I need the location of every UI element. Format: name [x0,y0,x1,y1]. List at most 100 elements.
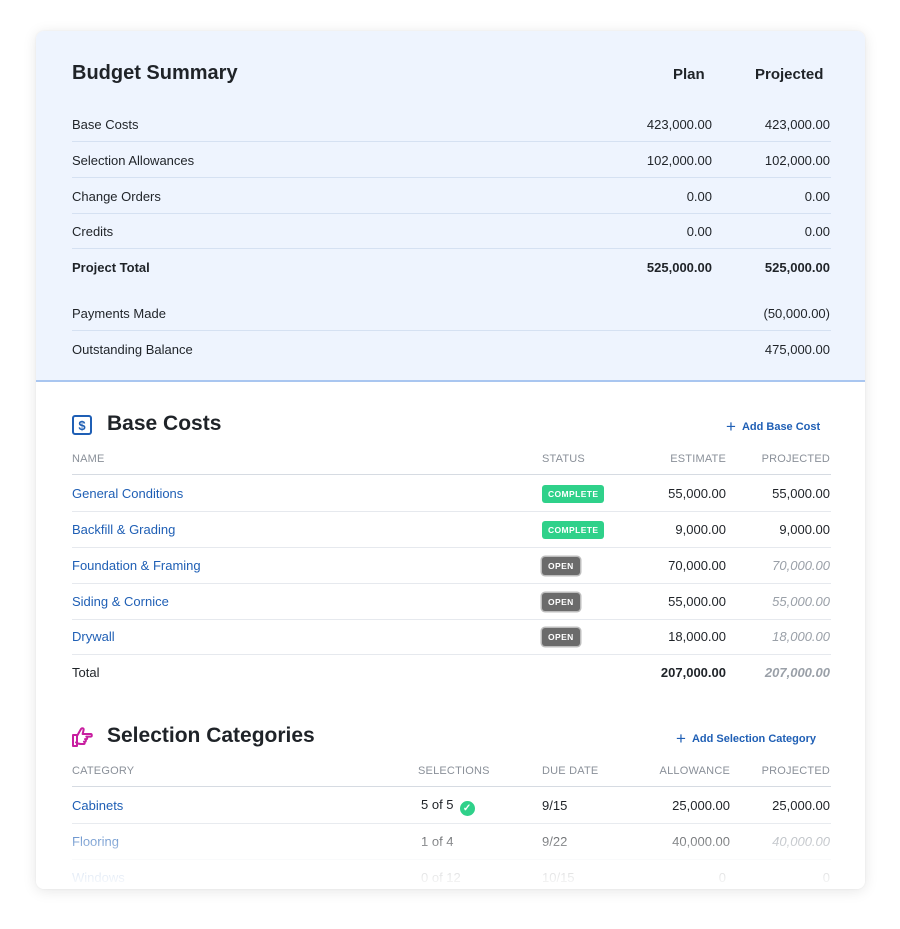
summary-row-plan: 0.00 [686,224,712,239]
summary-row-projected: 0.00 [804,189,830,204]
summary-row-payments-made: Payments Made (50,000.00) [72,295,831,331]
status-badge: OPEN [542,557,580,575]
selections-count: 1 of 4 [421,834,454,849]
summary-row-label: Change Orders [72,189,161,204]
estimate-value: 55,000.00 [668,486,726,501]
base-costs-table-header: NAME STATUS ESTIMATE PROJECTED [72,449,831,475]
add-base-cost-button[interactable]: + Add Base Cost [726,417,820,437]
projected-column-header: Projected [755,66,824,83]
selections-table-header: CATEGORY SELECTIONS DUE DATE ALLOWANCE P… [72,761,831,787]
summary-row-label: Base Costs [72,117,139,132]
projected-column-header: PROJECTED [761,453,830,465]
status-badge: COMPLETE [542,521,605,539]
add-base-cost-label: Add Base Cost [741,421,821,433]
allowance-value: 25,000.00 [672,798,730,813]
table-row: Drywall OPEN 18,000.00 18,000.00 [72,619,831,655]
summary-row-label: Selection Allowances [72,153,195,168]
category-name-link[interactable]: Windows [72,870,125,885]
projected-value: 0 [822,870,830,885]
selections-count: 0 of 12 [421,870,461,885]
table-row: Windows 0 of 12 10/15 0 0 [72,860,831,889]
due-date-value: 9/15 [542,798,568,813]
base-cost-name-link[interactable]: General Conditions [72,486,184,501]
base-cost-name-link[interactable]: Foundation & Framing [72,558,201,573]
estimate-value: 18,000.00 [668,629,726,644]
table-row: Foundation & Framing OPEN 70,000.00 70,0… [72,548,831,584]
svg-text:$: $ [78,418,86,433]
table-row: Flooring 1 of 4 9/22 40,000.00 40,000.00 [72,824,831,860]
status-badge: COMPLETE [542,485,605,503]
total-label: Total [72,665,100,680]
base-costs-total-row: Total 207,000.00 207,000.00 [72,655,831,691]
outstanding-balance-label: Outstanding Balance [72,342,193,357]
category-name-link[interactable]: Cabinets [72,798,124,813]
add-selection-category-button[interactable]: + Add Selection Category [676,729,816,749]
selections-count: 5 of 5 ✓ [421,797,475,816]
base-cost-name-link[interactable]: Siding & Cornice [72,594,169,609]
summary-row-projected: 423,000.00 [764,117,830,132]
due-date-column-header: DUE DATE [542,765,599,777]
projected-value: 55,000.00 [772,486,830,501]
projected-value: 18,000.00 [772,629,830,644]
selections-count-text: 5 of 5 [421,797,454,812]
base-cost-name-link[interactable]: Drywall [72,629,115,644]
status-badge: OPEN [542,593,580,611]
summary-row-projected: 0.00 [804,224,830,239]
summary-row-project-total: Project Total 525,000.00 525,000.00 [72,249,831,285]
summary-row-outstanding-balance: Outstanding Balance 475,000.00 [72,331,831,367]
allowance-value: 0 [718,870,726,885]
name-column-header: NAME [72,453,105,465]
project-total-projected: 525,000.00 [764,260,830,275]
summary-row-selection-allowances: Selection Allowances 102,000.00 102,000.… [72,142,831,178]
summary-row-change-orders: Change Orders 0.00 0.00 [72,178,831,214]
plan-column-header: Plan [673,66,705,83]
outstanding-balance-value: 475,000.00 [764,342,830,357]
allowance-value: 40,000.00 [672,834,730,849]
selection-categories-title: Selection Categories [107,724,315,747]
project-total-plan: 525,000.00 [646,260,712,275]
base-costs-title: Base Costs [107,412,222,435]
budget-card: Budget Summary Plan Projected Base Costs… [36,31,865,889]
total-projected: 207,000.00 [764,665,830,680]
due-date-value: 9/22 [542,834,568,849]
category-name-link[interactable]: Flooring [72,834,119,849]
projected-value: 40,000.00 [772,834,830,849]
plus-icon: + [726,417,736,436]
summary-row-plan: 423,000.00 [646,117,712,132]
summary-row-credits: Credits 0.00 0.00 [72,213,831,249]
status-badge: OPEN [542,628,580,646]
project-total-label: Project Total [72,260,150,275]
due-date-value: 10/15 [542,870,575,885]
payments-made-label: Payments Made [72,306,166,321]
table-row: Cabinets 5 of 5 ✓ 9/15 25,000.00 25,000.0… [72,788,831,824]
check-circle-icon: ✓ [459,801,475,816]
hand-pointing-icon [72,727,93,747]
table-row: Siding & Cornice OPEN 55,000.00 55,000.0… [72,584,831,620]
selections-column-header: SELECTIONS [418,765,490,777]
estimate-value: 55,000.00 [668,594,726,609]
projected-column-header: PROJECTED [761,765,830,777]
plus-icon: + [676,729,686,748]
budget-summary: Budget Summary Plan Projected Base Costs… [36,31,865,382]
summary-row-base-costs: Base Costs 423,000.00 423,000.00 [72,106,831,142]
payments-made-value: (50,000.00) [763,306,831,321]
base-cost-name-link[interactable]: Backfill & Grading [72,522,176,537]
summary-row-plan: 102,000.00 [646,153,712,168]
allowance-column-header: ALLOWANCE [659,765,730,777]
total-estimate: 207,000.00 [660,665,726,680]
projected-value: 25,000.00 [772,798,830,813]
dollar-icon: $ [72,415,92,435]
summary-row-projected: 102,000.00 [764,153,830,168]
table-row: Backfill & Grading COMPLETE 9,000.00 9,0… [72,512,831,548]
add-selection-category-label: Add Selection Category [691,733,817,745]
summary-title: Budget Summary [72,62,238,84]
estimate-value: 70,000.00 [668,558,726,573]
category-column-header: CATEGORY [72,765,135,777]
status-column-header: STATUS [542,453,585,465]
projected-value: 9,000.00 [779,522,830,537]
summary-row-plan: 0.00 [686,189,712,204]
projected-value: 70,000.00 [772,558,830,573]
summary-row-label: Credits [72,224,114,239]
projected-value: 55,000.00 [772,594,830,609]
estimate-value: 9,000.00 [675,522,726,537]
